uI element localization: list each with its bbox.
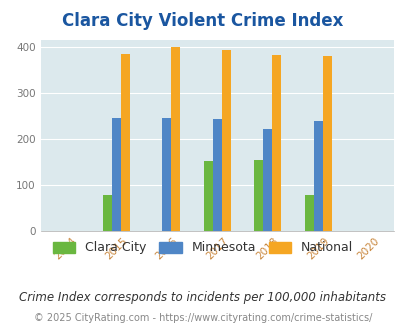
Bar	[313, 121, 322, 231]
Bar	[102, 195, 111, 231]
Text: Clara City Violent Crime Index: Clara City Violent Crime Index	[62, 13, 343, 30]
Bar	[221, 50, 230, 231]
Bar	[262, 129, 271, 231]
Bar	[121, 54, 130, 231]
Bar	[111, 118, 121, 231]
Legend: Clara City, Minnesota, National: Clara City, Minnesota, National	[47, 236, 358, 259]
Bar	[271, 55, 281, 231]
Text: © 2025 CityRating.com - https://www.cityrating.com/crime-statistics/: © 2025 CityRating.com - https://www.city…	[34, 314, 371, 323]
Bar	[304, 195, 313, 231]
Text: Crime Index corresponds to incidents per 100,000 inhabitants: Crime Index corresponds to incidents per…	[19, 290, 386, 304]
Bar	[212, 119, 221, 231]
Bar	[322, 56, 331, 231]
Bar	[162, 117, 171, 231]
Bar	[171, 48, 180, 231]
Bar	[203, 161, 212, 231]
Bar	[254, 159, 262, 231]
